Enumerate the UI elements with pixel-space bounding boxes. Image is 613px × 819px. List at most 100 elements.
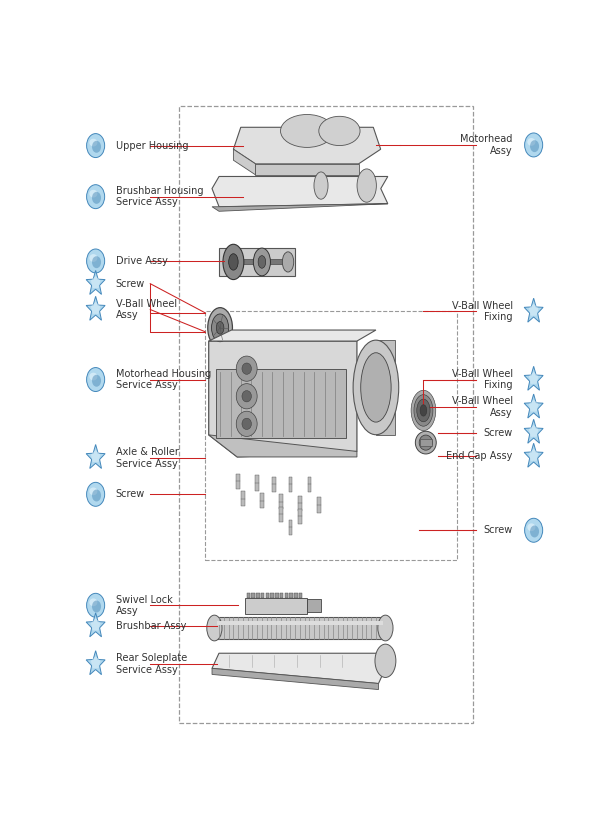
Bar [219, 247, 295, 276]
Ellipse shape [378, 615, 393, 641]
Ellipse shape [229, 254, 238, 270]
Text: Brushbar Assy: Brushbar Assy [116, 621, 186, 631]
Ellipse shape [242, 363, 251, 374]
Polygon shape [91, 656, 101, 668]
Ellipse shape [242, 419, 251, 429]
Circle shape [92, 192, 101, 204]
Text: Axle & Roller
Service Assy: Axle & Roller Service Assy [116, 447, 178, 468]
Bar [246, 593, 250, 598]
Ellipse shape [360, 353, 391, 422]
Ellipse shape [216, 322, 224, 334]
Polygon shape [234, 127, 381, 164]
Polygon shape [524, 366, 543, 391]
Ellipse shape [89, 254, 97, 262]
Bar [256, 593, 259, 598]
Circle shape [86, 249, 105, 273]
Ellipse shape [89, 190, 97, 197]
Polygon shape [256, 164, 359, 174]
Polygon shape [91, 618, 101, 631]
Polygon shape [208, 341, 357, 457]
Bar [236, 473, 240, 489]
Bar [284, 593, 288, 598]
Ellipse shape [411, 391, 436, 431]
Text: V-Ball Wheel
Assy: V-Ball Wheel Assy [452, 396, 512, 418]
Ellipse shape [89, 138, 97, 147]
Polygon shape [529, 400, 538, 412]
Ellipse shape [283, 251, 294, 272]
Ellipse shape [253, 248, 270, 276]
Ellipse shape [314, 172, 328, 199]
Polygon shape [529, 304, 538, 316]
Ellipse shape [420, 405, 427, 416]
Bar [179, 106, 473, 722]
Bar [234, 259, 288, 265]
Polygon shape [524, 298, 543, 322]
Ellipse shape [236, 383, 257, 409]
Circle shape [530, 526, 539, 537]
Ellipse shape [236, 411, 257, 437]
Polygon shape [376, 340, 395, 435]
Circle shape [525, 133, 543, 157]
Polygon shape [86, 613, 105, 637]
Ellipse shape [211, 314, 229, 342]
Bar [270, 593, 274, 598]
Circle shape [530, 140, 539, 152]
Polygon shape [91, 450, 101, 462]
Bar [298, 495, 302, 511]
Circle shape [86, 133, 105, 157]
Text: Motorhead Housing
Service Assy: Motorhead Housing Service Assy [116, 369, 211, 391]
Bar [289, 477, 292, 491]
Bar [215, 618, 386, 639]
Text: Screw: Screw [484, 525, 512, 536]
Circle shape [92, 490, 101, 501]
Circle shape [86, 482, 105, 506]
Polygon shape [524, 394, 543, 418]
Polygon shape [86, 445, 105, 468]
Text: Drive Assy: Drive Assy [116, 256, 167, 266]
Polygon shape [524, 419, 543, 443]
Ellipse shape [223, 244, 244, 279]
Circle shape [86, 593, 105, 618]
Text: End Cap Assy: End Cap Assy [446, 451, 512, 461]
Polygon shape [212, 668, 378, 690]
Circle shape [86, 368, 105, 391]
Ellipse shape [225, 338, 230, 346]
Ellipse shape [319, 116, 360, 146]
Polygon shape [529, 449, 538, 461]
Bar [280, 593, 283, 598]
Polygon shape [216, 369, 346, 438]
Bar [241, 491, 245, 506]
Text: Screw: Screw [484, 428, 512, 437]
Bar [255, 475, 259, 491]
Text: Swivel Lock
Assy: Swivel Lock Assy [116, 595, 172, 616]
Ellipse shape [419, 435, 432, 450]
Bar [299, 593, 302, 598]
Bar [217, 621, 383, 625]
Bar [279, 507, 283, 522]
Circle shape [92, 141, 101, 153]
Bar [317, 497, 321, 513]
Text: V-Ball Wheel
Assy: V-Ball Wheel Assy [116, 299, 177, 320]
Bar [272, 477, 276, 491]
Ellipse shape [414, 395, 433, 426]
Ellipse shape [527, 523, 535, 532]
Text: V-Ball Wheel
Fixing: V-Ball Wheel Fixing [452, 301, 512, 322]
Bar [289, 519, 292, 535]
Bar [298, 509, 302, 524]
Circle shape [525, 518, 543, 542]
Ellipse shape [89, 373, 97, 381]
Ellipse shape [89, 487, 97, 495]
Polygon shape [212, 654, 386, 684]
Ellipse shape [242, 391, 251, 402]
Text: V-Ball Wheel
Fixing: V-Ball Wheel Fixing [452, 369, 512, 391]
Polygon shape [529, 372, 538, 384]
Ellipse shape [375, 645, 396, 677]
Ellipse shape [89, 599, 97, 606]
Circle shape [86, 184, 105, 209]
Polygon shape [529, 425, 538, 437]
Bar [245, 598, 307, 614]
Text: Upper Housing: Upper Housing [116, 141, 188, 151]
Polygon shape [86, 296, 105, 320]
Bar [260, 493, 264, 508]
Text: Screw: Screw [116, 278, 145, 288]
